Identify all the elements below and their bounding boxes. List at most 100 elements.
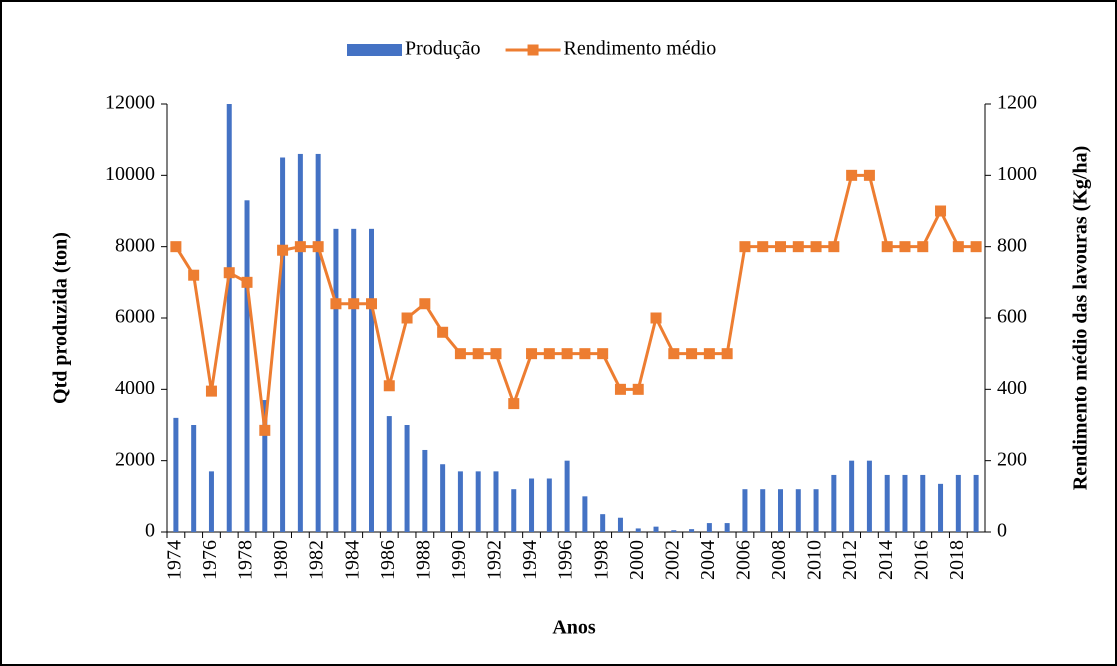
bar: [369, 228, 374, 533]
x-tick-label: 2000: [626, 540, 648, 580]
line-marker: [223, 267, 235, 279]
bar: [617, 517, 623, 532]
line-marker: [863, 169, 875, 181]
x-tick-label: 2018: [946, 540, 968, 580]
legend-label: Rendimento médio: [564, 38, 717, 60]
bar: [635, 528, 641, 532]
y2-tick-label: 0: [997, 520, 1007, 542]
bar: [511, 489, 517, 532]
line-marker: [188, 269, 200, 281]
bar: [884, 474, 890, 532]
y-tick-label: 0: [145, 520, 155, 542]
bar: [760, 489, 766, 532]
line-marker: [348, 298, 360, 310]
line-marker: [294, 241, 306, 253]
x-tick-label: 2016: [910, 540, 932, 580]
bar: [671, 530, 677, 532]
x-tick-label: 1974: [163, 540, 185, 580]
x-tick-label: 1992: [484, 540, 506, 580]
y-tick-label: 10000: [105, 163, 155, 185]
x-tick-label: 1984: [341, 540, 363, 580]
bar: [742, 489, 748, 532]
x-tick-label: 1978: [235, 540, 257, 580]
bar: [386, 416, 392, 532]
bar: [297, 153, 303, 532]
line-marker: [810, 241, 822, 253]
bar: [813, 489, 819, 532]
line-marker: [881, 241, 893, 253]
line-marker: [846, 169, 858, 181]
bar: [955, 474, 961, 532]
line-marker: [241, 276, 253, 288]
bar: [404, 425, 410, 532]
line-marker: [526, 348, 538, 360]
legend-swatch: [527, 44, 539, 56]
bar: [280, 157, 286, 532]
line-marker: [277, 244, 289, 256]
line-marker: [757, 241, 769, 253]
bar: [315, 153, 321, 532]
x-axis-title: Anos: [552, 617, 596, 639]
line-marker: [205, 385, 217, 397]
bar: [849, 460, 855, 532]
line-marker: [561, 348, 573, 360]
line-marker: [970, 241, 982, 253]
bar: [600, 514, 606, 532]
line-marker: [383, 380, 395, 392]
line-marker: [650, 312, 662, 324]
y2-tick-label: 400: [997, 377, 1027, 399]
bar: [262, 400, 268, 532]
x-tick-label: 1998: [590, 540, 612, 580]
bar: [351, 228, 357, 533]
y-tick-label: 12000: [105, 92, 155, 114]
bar: [795, 489, 801, 532]
line-marker: [668, 348, 680, 360]
bar: [564, 460, 570, 532]
bar: [457, 471, 463, 532]
bar: [706, 523, 712, 532]
line-marker: [472, 348, 484, 360]
line-marker: [366, 298, 377, 310]
bar: [902, 474, 908, 532]
bar: [938, 483, 944, 532]
line-marker: [792, 241, 804, 253]
line-marker: [419, 298, 431, 310]
bar: [831, 474, 837, 532]
x-tick-label: 1994: [519, 540, 541, 580]
bar: [920, 474, 926, 532]
x-tick-label: 1976: [199, 540, 221, 580]
x-tick-label: 1986: [377, 540, 399, 580]
x-tick-label: 2014: [875, 540, 897, 580]
x-tick-label: 2010: [804, 540, 826, 580]
line-marker: [703, 348, 715, 360]
bar: [475, 471, 481, 532]
y2-tick-label: 800: [997, 234, 1027, 256]
line-marker: [454, 348, 466, 360]
bar: [689, 529, 695, 532]
line-marker: [739, 241, 751, 253]
x-tick-label: 2002: [661, 540, 683, 580]
bar: [973, 474, 979, 532]
line-marker: [721, 348, 733, 360]
x-tick-label: 2008: [768, 540, 790, 580]
bar: [866, 460, 872, 532]
y2-tick-label: 600: [997, 306, 1027, 328]
bar: [244, 200, 250, 533]
bar: [333, 228, 339, 533]
line-marker: [401, 312, 413, 324]
line-marker: [614, 383, 626, 395]
line-marker: [597, 348, 609, 360]
x-tick-label: 2006: [733, 540, 755, 580]
line-marker: [312, 241, 324, 253]
x-tick-label: 1990: [448, 540, 470, 580]
bar: [778, 489, 783, 532]
y-tick-label: 4000: [115, 377, 155, 399]
line-marker: [330, 298, 342, 310]
bar: [724, 523, 730, 532]
x-tick-label: 1980: [270, 540, 292, 580]
bar: [440, 464, 446, 532]
bar: [173, 417, 179, 532]
line-marker: [170, 241, 182, 253]
line-marker: [899, 241, 911, 253]
bar: [529, 478, 535, 532]
